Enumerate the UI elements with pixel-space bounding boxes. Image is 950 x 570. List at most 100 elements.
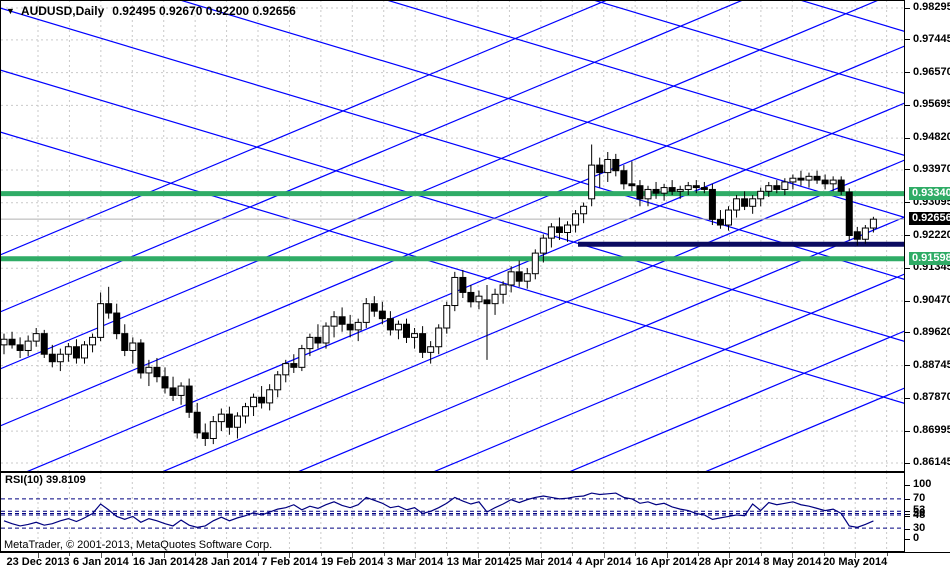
candle [604, 158, 612, 174]
time-axis-tick [760, 553, 762, 556]
price-axis-tick [905, 300, 910, 302]
candle [290, 363, 298, 368]
rsi-axis-tick [905, 511, 910, 512]
candle [193, 411, 201, 434]
price-axis-tick [905, 365, 910, 367]
date-label: 28 Jan 2014 [195, 556, 258, 568]
time-axis-tick [415, 553, 417, 558]
candle [24, 340, 32, 351]
candle [209, 421, 217, 439]
trendline-descending[interactable] [0, 0, 905, 157]
candle [169, 387, 177, 396]
price-axis-label: 0.93970 [913, 162, 950, 175]
candle [225, 413, 233, 428]
time-axis-tick [69, 553, 71, 556]
candle [539, 237, 547, 254]
time-axis-tick [226, 553, 228, 558]
candle [346, 323, 354, 331]
rsi-axis-tick [905, 513, 910, 515]
candle [813, 175, 821, 181]
candle [314, 336, 322, 344]
trendline-descending[interactable] [0, 131, 905, 405]
candle [668, 187, 676, 192]
candle [475, 295, 483, 303]
price-axis-label: 0.86145 [913, 456, 950, 469]
candle [499, 284, 507, 295]
candle [258, 396, 266, 404]
time-axis-tick [792, 553, 794, 558]
date-label: 7 Feb 2014 [261, 556, 318, 568]
trendline-descending[interactable] [0, 0, 905, 95]
candle [72, 346, 80, 359]
candle [394, 323, 402, 331]
time-axis[interactable]: 23 Dec 2013 6 Jan 2014 16 Jan 2014 28 Jan 2… [0, 552, 950, 570]
candle [684, 185, 692, 190]
candle [531, 252, 539, 275]
main-panel-border [0, 0, 905, 472]
time-axis-tick [100, 553, 102, 558]
quote-ohlc: 0.92495 0.92670 0.92200 0.92656 [112, 4, 296, 18]
date-label: 28 Apr 2014 [698, 556, 761, 568]
candle [354, 321, 362, 331]
candle [564, 224, 571, 234]
price-axis-tick [905, 72, 910, 74]
trendline-ascending[interactable] [0, 45, 905, 427]
trendline-ascending[interactable] [0, 0, 905, 313]
price-level-badge-green: 0.91598 [909, 251, 950, 265]
trendline-ascending[interactable] [0, 0, 905, 370]
price-axis-tick [905, 39, 910, 41]
price-axis-label: 0.98295 [913, 1, 950, 13]
price-axis-label: 0.92220 [913, 228, 950, 241]
price-axis-label: 0.88745 [913, 358, 950, 371]
candle [692, 185, 700, 189]
trendline-ascending[interactable] [0, 216, 905, 472]
main-chart-canvas[interactable] [0, 0, 905, 472]
candle [386, 318, 394, 331]
trendline-ascending[interactable] [0, 273, 905, 472]
rsi-axis-tick [905, 539, 910, 540]
time-axis-tick [572, 553, 574, 556]
trendline-descending[interactable] [0, 0, 905, 219]
candle [580, 205, 588, 215]
price-axis[interactable]: 0.98295 0.97445 0.96570 0.95695 0.94820 0.939… [905, 0, 950, 552]
candle [153, 366, 161, 378]
rsi-axis-label: 70 [913, 492, 926, 504]
price-axis-label: 0.90470 [913, 294, 950, 307]
trendline-ascending[interactable] [0, 159, 905, 472]
trendline-descending[interactable] [0, 7, 905, 281]
candle [32, 333, 40, 342]
date-label: 19 Feb 2014 [321, 556, 384, 568]
rsi-panel-canvas[interactable] [0, 472, 905, 552]
candle [185, 385, 193, 413]
time-axis-tick [195, 553, 197, 556]
date-label: 4 Apr 2014 [576, 556, 632, 568]
price-axis-label: 0.96570 [913, 65, 950, 78]
candle [588, 164, 596, 200]
rsi-name: RSI(10) [5, 474, 43, 486]
candle [435, 327, 443, 348]
time-axis-tick [320, 553, 322, 556]
candle [40, 333, 48, 355]
candle [306, 336, 314, 350]
date-label: 25 Mar 2014 [509, 556, 573, 568]
candle [708, 188, 716, 220]
candle [137, 342, 145, 374]
candle [620, 170, 628, 185]
price-axis-tick [905, 332, 910, 334]
candle [773, 185, 781, 190]
symbol-dropdown-icon[interactable]: ▼ [6, 6, 15, 16]
rsi-axis-label: 0 [913, 532, 920, 544]
time-axis-tick [635, 553, 637, 556]
trendline-descending[interactable] [0, 69, 905, 343]
candle [330, 316, 338, 327]
candle [89, 336, 97, 346]
trendline-ascending[interactable] [0, 387, 905, 472]
candle [443, 305, 451, 329]
candle [733, 198, 741, 211]
time-axis-tick [383, 553, 385, 556]
candle [861, 227, 869, 240]
candle [411, 333, 419, 338]
trendline-ascending[interactable] [0, 330, 905, 472]
price-axis-tick [905, 235, 910, 236]
candle [217, 413, 225, 423]
